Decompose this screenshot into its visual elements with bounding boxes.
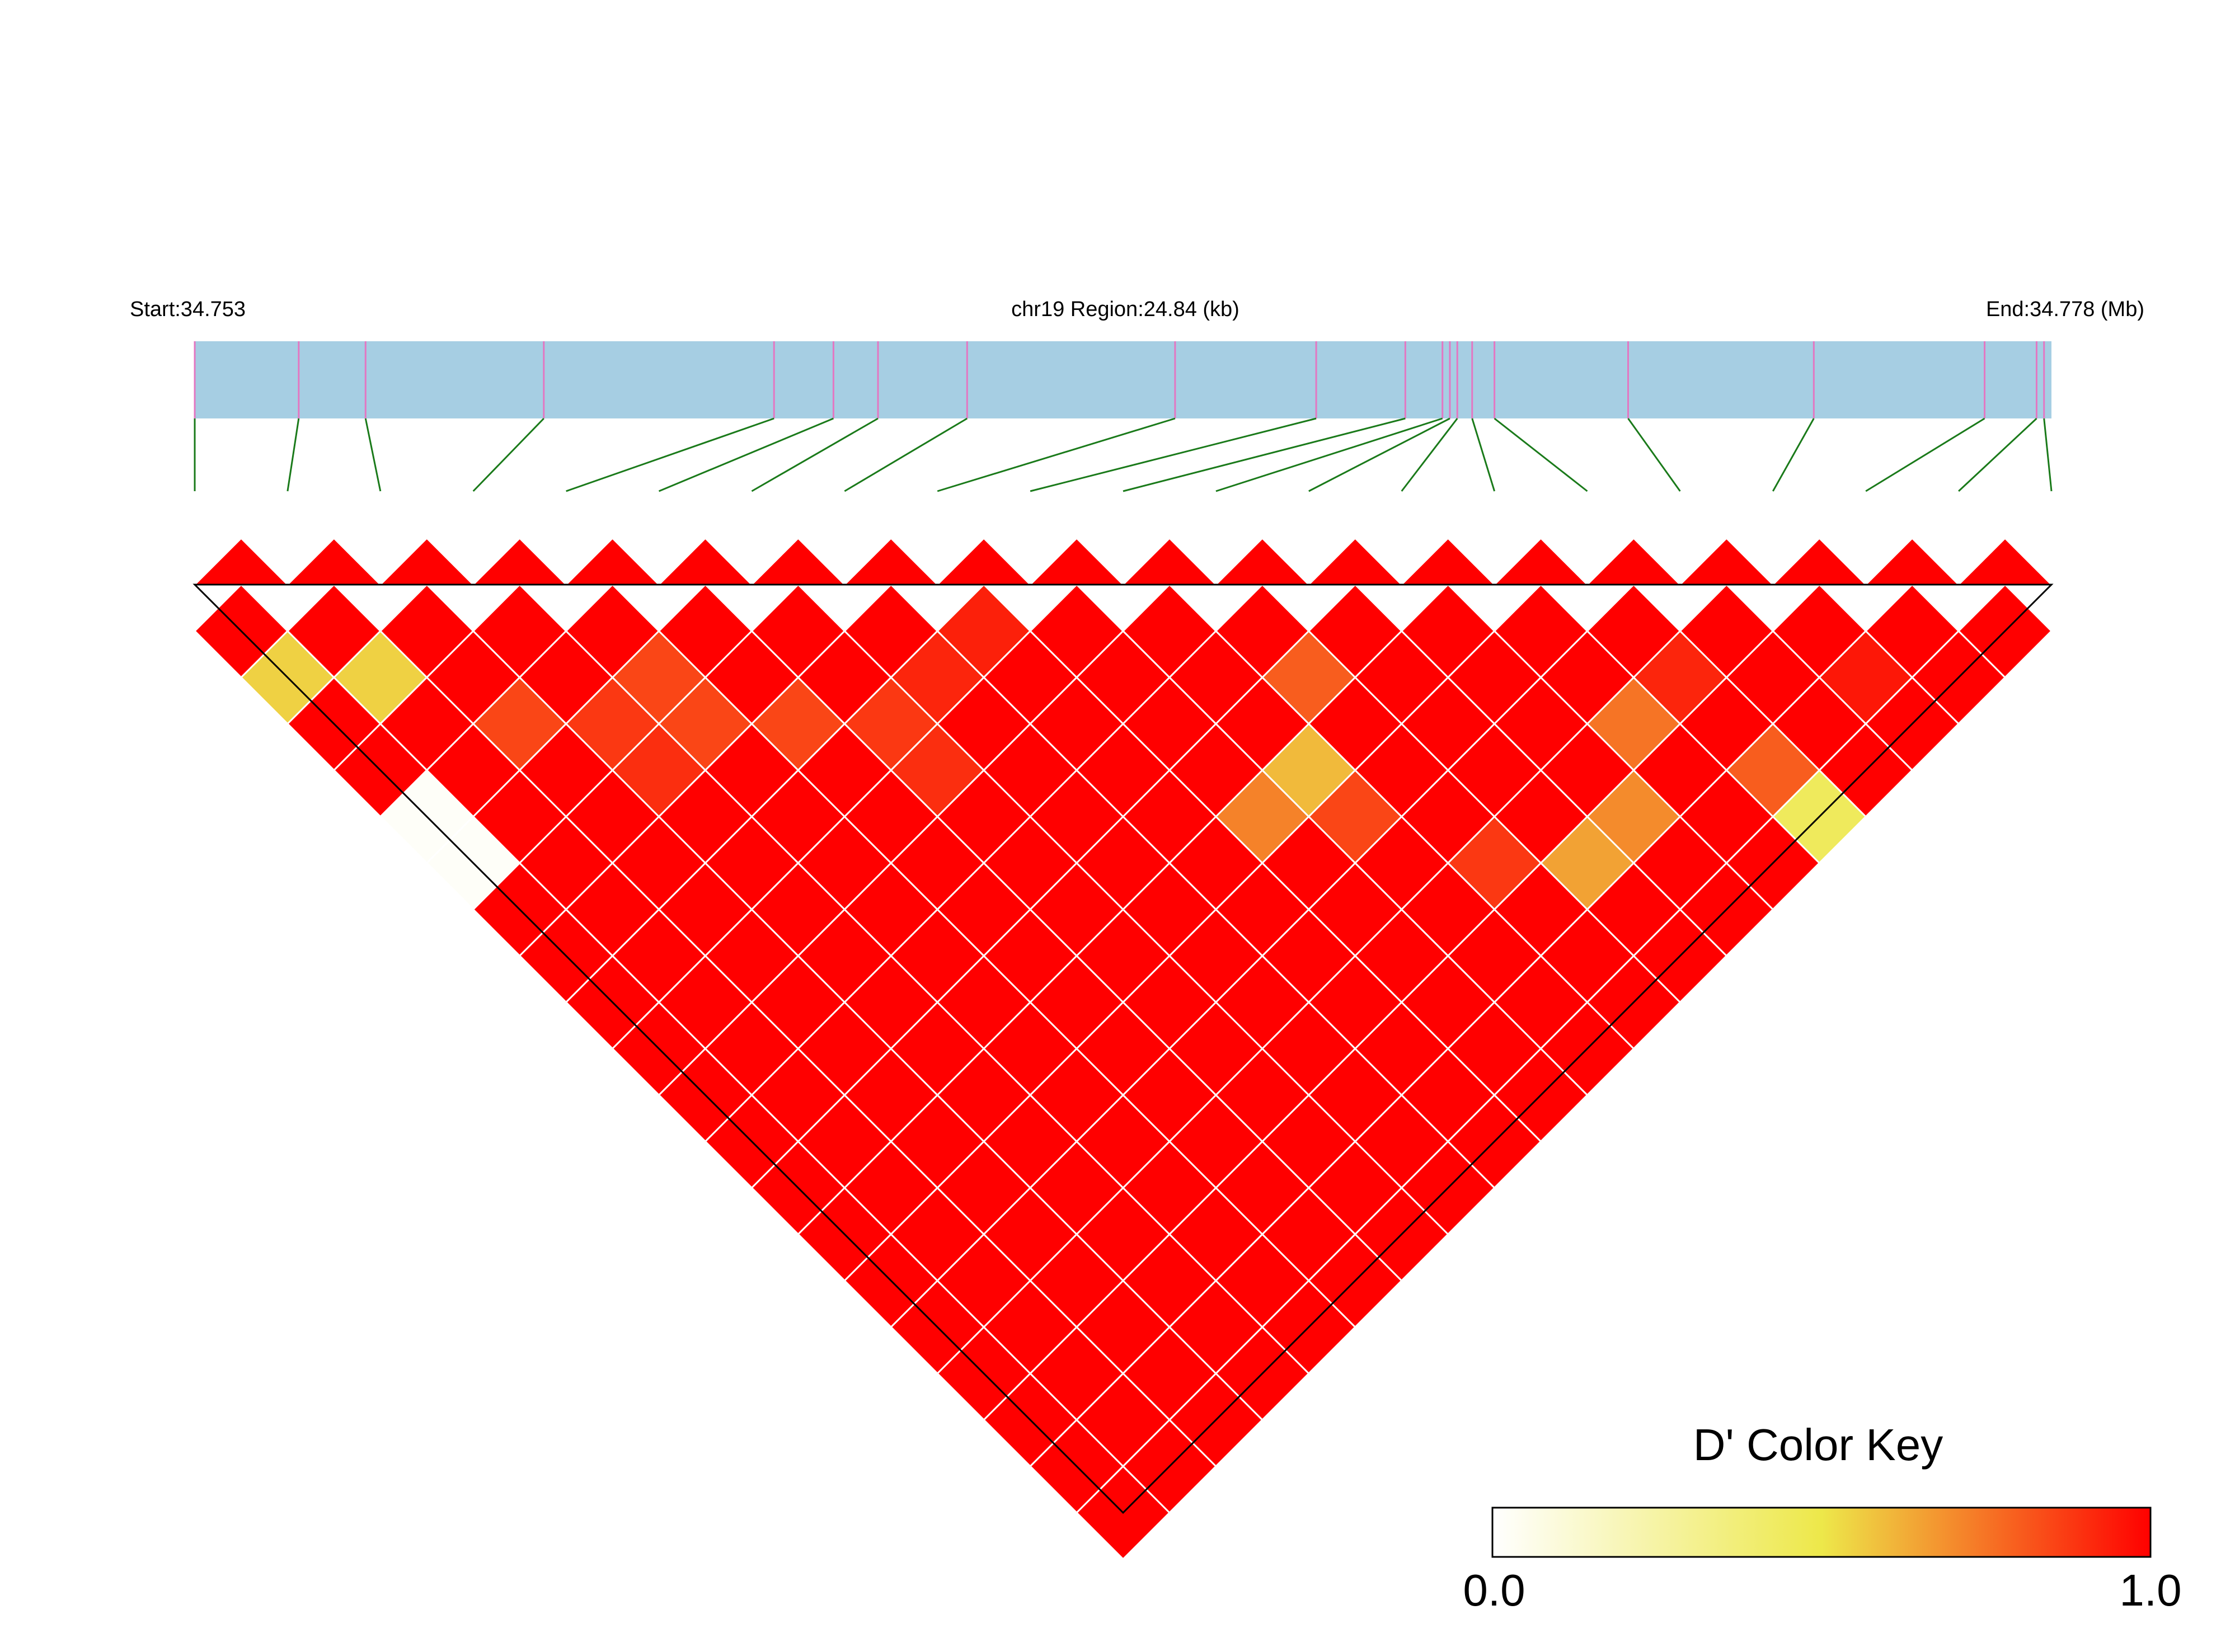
snp-position-ticks	[194, 341, 2045, 418]
snp-connector	[1030, 417, 1317, 492]
snp-marker	[1771, 536, 1868, 586]
snp-connector	[1123, 417, 1406, 492]
color-key-gradient	[1491, 1507, 2152, 1558]
snp-marker	[935, 536, 1032, 586]
snp-marker	[1585, 536, 1683, 586]
region-start-label: Start:34.753	[130, 298, 246, 321]
heatmap-outline	[192, 583, 2054, 1514]
snp-connector	[1401, 418, 1458, 492]
snp-marker-diamonds	[192, 536, 2054, 586]
snp-connector	[2043, 418, 2053, 492]
snp-connector	[1865, 417, 1985, 492]
snp-marker	[1492, 536, 1590, 586]
snp-marker	[1214, 536, 1311, 586]
snp-connector	[1627, 418, 1681, 492]
snp-marker	[471, 536, 569, 586]
snp-connector	[472, 417, 544, 492]
snp-connector	[1471, 418, 1496, 492]
snp-connector	[1494, 417, 1588, 492]
snp-marker	[192, 536, 290, 586]
color-key-title: D' Color Key	[1693, 1420, 1943, 1470]
snp-connector	[1308, 417, 1450, 492]
snp-marker	[285, 536, 383, 586]
ld-heatmap	[193, 583, 2053, 1561]
region-title-label: chr19 Region:24.84 (kb)	[1011, 298, 1239, 321]
snp-connector	[1958, 417, 2037, 492]
chromosome-region-bar	[195, 341, 2051, 418]
snp-marker	[656, 536, 754, 586]
snp-connector	[751, 417, 879, 492]
heatmap-border	[192, 583, 2054, 1514]
snp-marker	[1678, 536, 1775, 586]
snp-connector-lines	[194, 417, 2053, 492]
snp-connector	[937, 417, 1176, 492]
snp-connector	[287, 418, 300, 492]
snp-marker	[749, 536, 847, 586]
snp-marker	[1863, 536, 1961, 586]
snp-connector	[658, 417, 834, 492]
snp-marker	[1121, 536, 1218, 586]
snp-marker	[842, 536, 940, 586]
snp-connector	[1215, 417, 1443, 492]
snp-connector	[566, 417, 774, 492]
snp-marker	[1028, 536, 1125, 586]
snp-marker	[1307, 536, 1404, 586]
snp-marker	[1956, 536, 2054, 586]
snp-marker	[378, 536, 476, 586]
snp-connector	[844, 417, 968, 492]
snp-connector	[1772, 418, 1815, 492]
snp-marker	[1400, 536, 1497, 586]
snp-connector	[364, 418, 382, 492]
color-key-min-label: 0.0	[1463, 1565, 1525, 1615]
snp-marker	[564, 536, 661, 586]
region-end-label: End:34.778 (Mb)	[1986, 298, 2144, 321]
color-key-max-label: 1.0	[2119, 1565, 2181, 1615]
